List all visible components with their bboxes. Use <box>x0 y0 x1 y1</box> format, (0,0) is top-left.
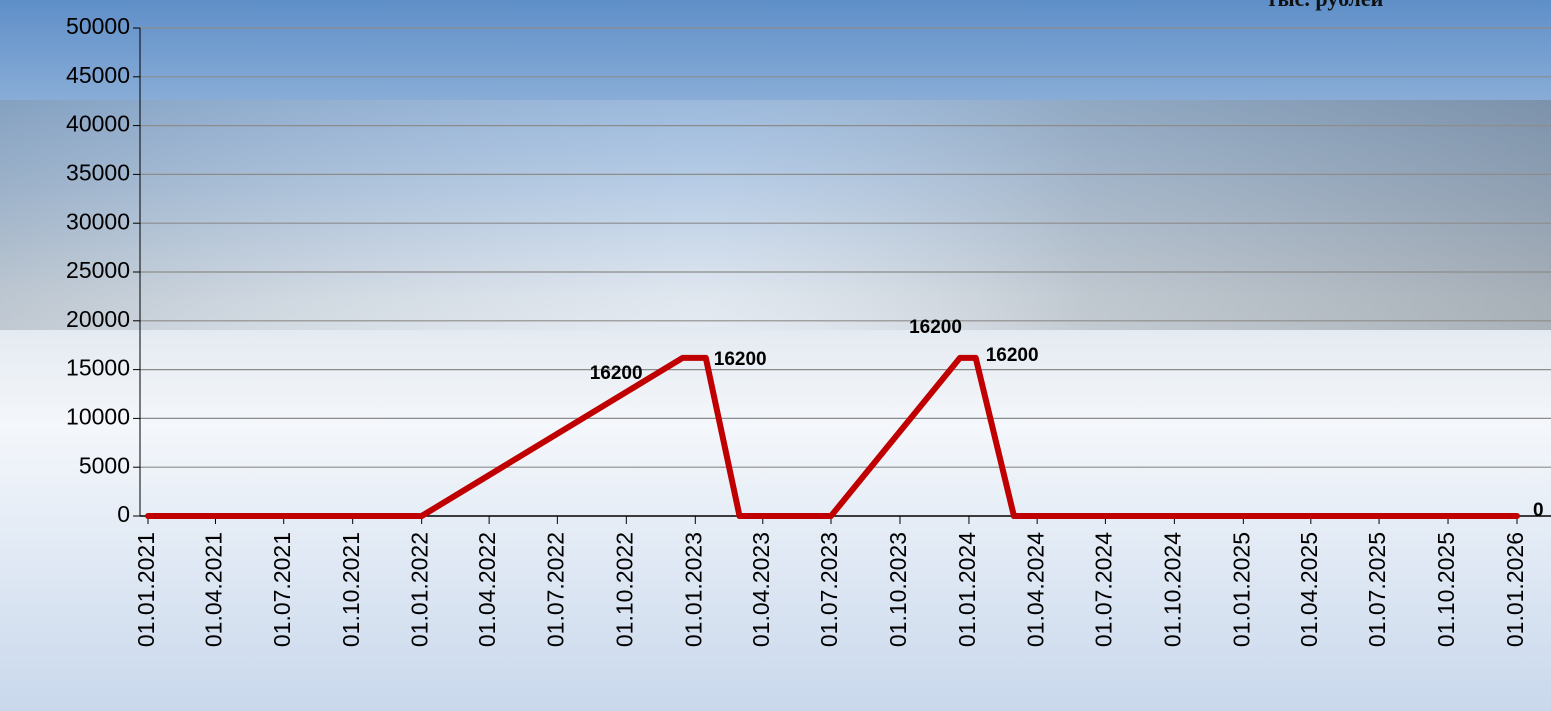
x-tick-label: 01.01.2023 <box>680 532 706 647</box>
x-tick-label: 01.01.2021 <box>133 532 159 647</box>
x-tick-label: 01.07.2021 <box>269 532 295 647</box>
x-tick-label: 01.07.2024 <box>1090 532 1116 647</box>
y-tick-label: 0 <box>117 501 130 527</box>
x-tick-label: 01.10.2021 <box>338 532 364 647</box>
y-tick-label: 35000 <box>66 159 130 185</box>
data-label: 0 <box>1533 500 1544 521</box>
x-tick-label: 01.07.2022 <box>542 532 568 647</box>
plot-area: 0 5000 10000 15000 20000 25000 30000 35000 40000… <box>66 13 1551 647</box>
x-tick-label: 01.04.2022 <box>474 532 500 647</box>
x-tick-label: 01.04.2024 <box>1022 532 1048 647</box>
x-tick-label: 01.10.2023 <box>885 532 911 647</box>
x-tick-label: 01.04.2025 <box>1296 532 1322 647</box>
data-label: 16200 <box>986 345 1039 366</box>
unit-label: тыс. рублей <box>1267 0 1384 11</box>
x-tick-label: 01.10.2022 <box>611 532 637 647</box>
x-tick-label: 01.04.2021 <box>201 532 227 647</box>
y-tick-label: 25000 <box>66 257 130 283</box>
y-tick-label: 30000 <box>66 208 130 234</box>
x-tick-label: 01.01.2024 <box>954 532 980 647</box>
y-tick-label: 40000 <box>66 111 130 137</box>
x-tick-label: 01.01.2025 <box>1228 532 1254 647</box>
x-tick-label: 01.01.2026 <box>1502 532 1528 647</box>
data-label: 16200 <box>590 363 643 384</box>
x-tick-label: 01.01.2022 <box>407 532 433 647</box>
data-line <box>145 354 1520 519</box>
y-tick-label: 10000 <box>66 403 130 429</box>
x-tick-label: 01.10.2024 <box>1159 532 1185 647</box>
forest <box>0 100 1551 330</box>
x-tick-label: 01.10.2025 <box>1433 532 1459 647</box>
x-tick-label: 01.07.2023 <box>816 532 842 647</box>
x-tick-label: 01.04.2023 <box>748 532 774 647</box>
data-label: 16200 <box>909 317 962 338</box>
data-label: 16200 <box>714 349 767 370</box>
y-tick-label: 15000 <box>66 355 130 381</box>
y-tick-label: 5000 <box>79 452 130 478</box>
y-tick-label: 45000 <box>66 62 130 88</box>
y-tick-label: 50000 <box>66 13 130 39</box>
x-tick-label: 01.07.2025 <box>1364 532 1390 647</box>
y-tick-label: 20000 <box>66 306 130 332</box>
